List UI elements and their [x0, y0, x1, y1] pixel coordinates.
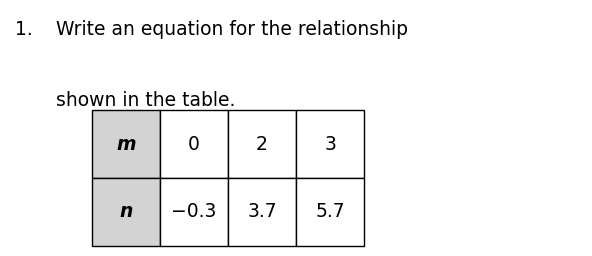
Text: 2: 2	[256, 134, 268, 154]
Bar	[296, 178, 364, 246]
Bar	[92, 178, 160, 246]
Text: n: n	[119, 202, 133, 221]
Text: 5.7: 5.7	[315, 202, 345, 221]
Bar	[296, 110, 364, 178]
Bar	[228, 178, 296, 246]
Bar	[92, 110, 160, 178]
Text: −0.3: −0.3	[171, 202, 217, 221]
Text: m: m	[116, 134, 136, 154]
Text: shown in the table.: shown in the table.	[56, 91, 236, 110]
Text: 1.: 1.	[15, 20, 33, 39]
Bar	[160, 178, 228, 246]
Text: 3.7: 3.7	[247, 202, 277, 221]
Bar	[160, 110, 228, 178]
Text: 0: 0	[188, 134, 200, 154]
Bar	[228, 110, 296, 178]
Text: 3: 3	[324, 134, 336, 154]
Text: Write an equation for the relationship: Write an equation for the relationship	[56, 20, 408, 39]
